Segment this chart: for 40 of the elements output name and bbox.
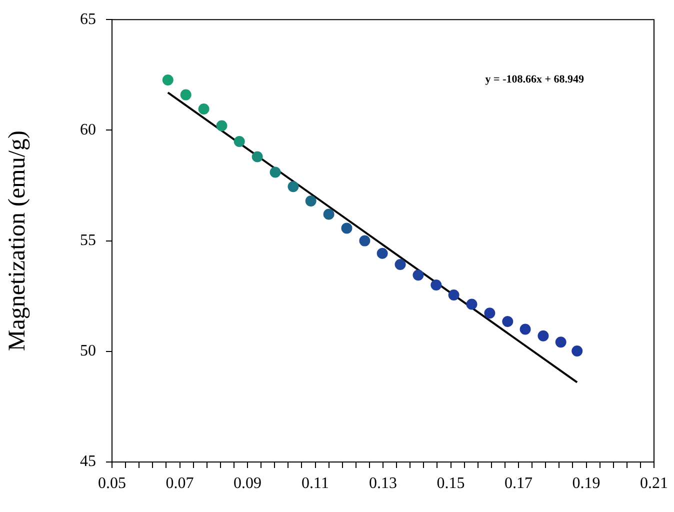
point — [341, 222, 352, 234]
point — [412, 270, 424, 281]
point — [216, 120, 228, 132]
point — [252, 151, 263, 162]
x-tick-label: 0.19 — [572, 474, 600, 492]
x-tick-label: 0.09 — [234, 474, 262, 492]
point — [270, 166, 281, 178]
point — [359, 235, 370, 246]
x-tick-label: 0.11 — [302, 474, 329, 492]
y-tick-label: 65 — [80, 10, 96, 28]
x-tick-label: 0.21 — [640, 474, 668, 492]
y-axis-title: Magnetization (emu/g) — [4, 130, 31, 352]
point — [484, 308, 496, 319]
point — [572, 345, 583, 356]
point — [288, 181, 299, 192]
point — [538, 330, 549, 342]
point — [466, 298, 478, 310]
y-tick-label: 50 — [80, 342, 96, 360]
point — [180, 89, 192, 100]
x-tick-label: 0.07 — [166, 474, 194, 492]
annotation: y = -108.66x + 68.949 — [485, 73, 584, 86]
point — [448, 289, 460, 300]
point — [520, 324, 531, 335]
x-tick-label: 0.17 — [504, 474, 532, 492]
point — [198, 103, 210, 114]
x-tick-label: 0.15 — [436, 474, 465, 492]
point — [502, 316, 514, 328]
point — [305, 195, 316, 206]
y-tick-label: 60 — [80, 121, 96, 138]
point — [234, 136, 245, 147]
point — [162, 74, 174, 86]
point — [555, 336, 566, 348]
point — [376, 248, 388, 259]
point — [323, 208, 334, 220]
y-tick-label: 55 — [80, 232, 96, 250]
point — [394, 258, 406, 270]
x-tick-label: 0.13 — [369, 474, 397, 492]
point — [430, 280, 442, 291]
y-tick-label: 45 — [80, 453, 96, 470]
x-tick-label: 0.05 — [98, 474, 126, 492]
